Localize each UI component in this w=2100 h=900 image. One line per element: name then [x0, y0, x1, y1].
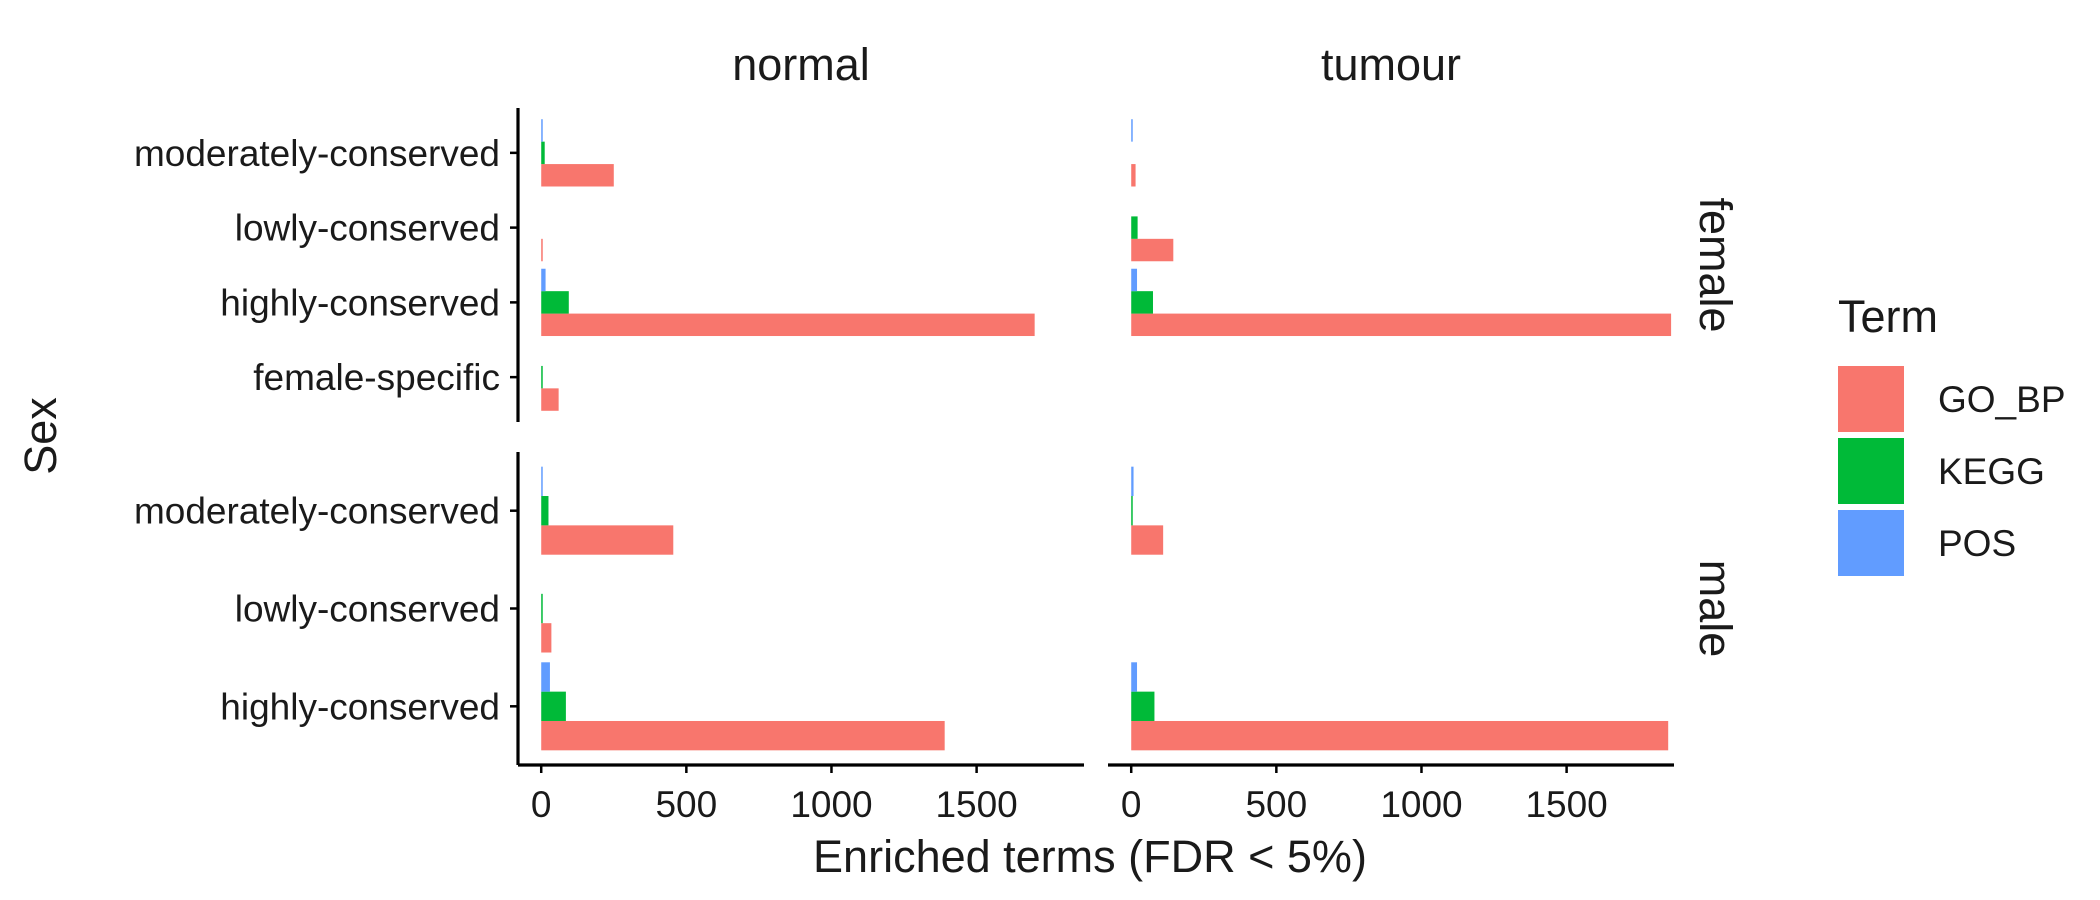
- bar-go-bp-tumour-male-highly-conserved: [1131, 720, 1669, 751]
- bar-go-bp-normal-female-lowly-conserved: [541, 238, 543, 262]
- x-tick-label-normal-1500: 1500: [935, 784, 1017, 825]
- strip-label-female: female: [1690, 197, 1741, 332]
- strip-label-tumour: tumour: [1321, 39, 1461, 90]
- x-tick-label-tumour-0: 0: [1121, 784, 1142, 825]
- bar-kegg-tumour-male-moderately-conserved: [1131, 496, 1133, 526]
- bar-go-bp-tumour-female-moderately-conserved: [1131, 164, 1136, 187]
- x-tick-label-tumour-1000: 1000: [1380, 784, 1462, 825]
- y-tick-label-male-lowly-conserved: lowly-conserved: [235, 589, 500, 630]
- strip-label-male: male: [1690, 560, 1741, 658]
- y-axis-title: Sex: [15, 397, 66, 475]
- x-tick-label-normal-500: 500: [655, 784, 717, 825]
- bar-go-bp-tumour-female-lowly-conserved: [1131, 238, 1174, 262]
- bar-go-bp-normal-female-moderately-conserved: [541, 164, 614, 187]
- bar-kegg-tumour-male-highly-conserved: [1131, 691, 1155, 721]
- legend-swatch-go-bp: [1838, 366, 1904, 432]
- bar-go-bp-normal-female-highly-conserved: [541, 313, 1035, 337]
- x-axis-title: Enriched terms (FDR < 5%): [813, 831, 1367, 882]
- bar-pos-tumour-female-highly-conserved: [1131, 268, 1138, 292]
- bar-kegg-normal-female-highly-conserved: [541, 291, 569, 314]
- bar-go-bp-normal-male-moderately-conserved: [541, 525, 674, 555]
- x-tick-label-normal-1000: 1000: [790, 784, 872, 825]
- y-tick-label-male-moderately-conserved: moderately-conserved: [134, 491, 500, 532]
- y-tick-label-female-moderately-conserved: moderately-conserved: [134, 133, 500, 174]
- bar-pos-normal-male-highly-conserved: [541, 662, 550, 692]
- bar-pos-normal-female-highly-conserved: [541, 268, 546, 292]
- legend-title: Term: [1838, 291, 1938, 342]
- bar-kegg-normal-male-lowly-conserved: [541, 593, 543, 624]
- bar-go-bp-normal-male-highly-conserved: [541, 720, 945, 751]
- legend-swatch-pos: [1838, 510, 1904, 576]
- legend-label-go-bp: GO_BP: [1938, 379, 2066, 420]
- bar-kegg-normal-male-moderately-conserved: [541, 496, 549, 526]
- bar-go-bp-normal-female-female-specific: [541, 388, 559, 411]
- legend-swatch-kegg: [1838, 438, 1904, 504]
- legend-label-pos: POS: [1938, 523, 2016, 564]
- y-tick-label-female-lowly-conserved: lowly-conserved: [235, 208, 500, 249]
- bar-pos-tumour-male-moderately-conserved: [1131, 466, 1134, 497]
- y-tick-label-female-highly-conserved: highly-conserved: [220, 282, 500, 323]
- x-tick-label-tumour-1500: 1500: [1525, 784, 1607, 825]
- bar-kegg-tumour-female-lowly-conserved: [1131, 216, 1138, 239]
- y-tick-label-female-female-specific: female-specific: [253, 357, 500, 398]
- legend: Term GO_BP KEGG POS: [1838, 291, 2066, 576]
- x-tick-label-tumour-500: 500: [1245, 784, 1307, 825]
- y-tick-label-male-highly-conserved: highly-conserved: [220, 686, 500, 727]
- bar-kegg-tumour-female-highly-conserved: [1131, 291, 1153, 314]
- bar-kegg-normal-male-highly-conserved: [541, 691, 566, 721]
- bar-kegg-normal-female-female-specific: [541, 365, 543, 389]
- bar-go-bp-tumour-male-moderately-conserved: [1131, 525, 1164, 555]
- facet-layer: normal tumour female moderately-conserved lo…: [134, 39, 1741, 825]
- bar-kegg-normal-female-moderately-conserved: [541, 141, 545, 165]
- bar-go-bp-normal-male-lowly-conserved: [541, 623, 552, 653]
- x-tick-label-normal-0: 0: [531, 784, 552, 825]
- bar-pos-tumour-male-highly-conserved: [1131, 662, 1138, 692]
- bar-pos-normal-female-moderately-conserved: [541, 119, 543, 142]
- bar-pos-tumour-female-moderately-conserved: [1131, 119, 1133, 142]
- legend-label-kegg: KEGG: [1938, 451, 2045, 492]
- bar-pos-normal-male-moderately-conserved: [541, 466, 543, 497]
- strip-label-normal: normal: [732, 39, 870, 90]
- bar-go-bp-tumour-female-highly-conserved: [1131, 313, 1672, 337]
